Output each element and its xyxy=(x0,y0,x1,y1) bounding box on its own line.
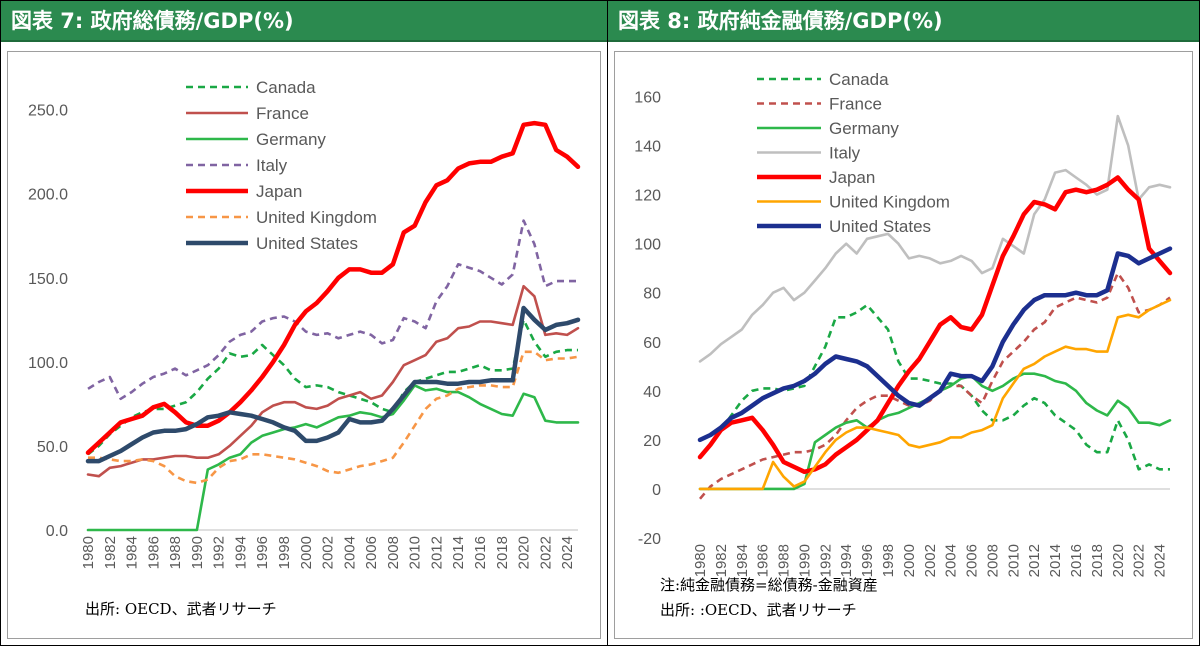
net-debt-chart-frame: -20 0 20 40 60 80 100 120 140 160 1980 1982 1984 1986… xyxy=(614,51,1193,639)
y-tick-label: 250.0 xyxy=(28,103,68,120)
x-tick-label: 2014 xyxy=(1047,544,1064,577)
x-tick-label: 1996 xyxy=(254,536,271,569)
series-line-united-states xyxy=(85,305,581,464)
series-line-united-kingdom xyxy=(88,350,579,485)
x-tick-label: 2002 xyxy=(320,536,337,569)
x-tick-label: 1998 xyxy=(880,544,897,577)
x-tick-label: 2018 xyxy=(494,536,511,569)
y-tick-label: 200.0 xyxy=(28,187,68,204)
series-line-germany xyxy=(86,384,580,532)
y-tick-label: 120 xyxy=(634,188,661,205)
x-tick-label: 2020 xyxy=(1110,544,1127,577)
x-tick-label: 2006 xyxy=(363,536,380,569)
x-tick-label: 2010 xyxy=(1005,544,1022,577)
x-tick-label: 1996 xyxy=(859,544,876,577)
legend-label: Japan xyxy=(256,182,302,201)
right-definition-note: 注:純金融債務=総債務-金融資産 xyxy=(660,576,878,594)
y-tick-label: 40 xyxy=(643,384,661,401)
x-tick-label: 1986 xyxy=(145,536,162,569)
x-tick-label: 1988 xyxy=(776,544,793,577)
x-tick-label: 1982 xyxy=(102,536,119,569)
x-tick-label: 2024 xyxy=(559,536,576,569)
y-tick-label: 0 xyxy=(652,482,661,499)
x-tick-label: 1988 xyxy=(167,536,184,569)
legend-label: Italy xyxy=(829,144,861,163)
left-panel-title: 図表 7: 政府総債務/GDP(%) xyxy=(1,1,607,42)
right-source-note: 出所: :OECD、武者リサーチ xyxy=(660,601,857,619)
x-tick-label: 1994 xyxy=(838,544,855,577)
legend-label: United Kingdom xyxy=(256,208,377,227)
legend-label: Canada xyxy=(829,70,889,89)
left-panel: 図表 7: 政府総債務/GDP(%) 0.0 50.0 100.0 150.0 200.… xyxy=(1,1,608,645)
x-tick-label: 2014 xyxy=(450,536,467,569)
x-tick-label: 1984 xyxy=(734,544,751,577)
series-line-japan xyxy=(697,175,1173,475)
x-tick-label: 2004 xyxy=(341,536,358,569)
x-tick-label: 2000 xyxy=(298,536,315,569)
x-tick-label: 1980 xyxy=(692,544,709,577)
x-tick-label: 2006 xyxy=(964,544,981,577)
legend-label: United States xyxy=(829,217,931,236)
y-tick-label: 50.0 xyxy=(37,439,68,456)
x-tick-label: 1980 xyxy=(80,536,97,569)
series-line-united-kingdom xyxy=(698,298,1172,491)
x-tick-label: 2018 xyxy=(1089,544,1106,577)
legend-label: Japan xyxy=(829,168,875,187)
x-tick-label: 2008 xyxy=(385,536,402,569)
x-tick-label: 2004 xyxy=(943,544,960,577)
x-tick-label: 2016 xyxy=(472,536,489,569)
x-tick-label: 2024 xyxy=(1152,544,1169,577)
x-tick-label: 2016 xyxy=(1068,544,1085,577)
y-tick-label: -20 xyxy=(638,531,661,548)
x-tick-label: 1986 xyxy=(755,544,772,577)
y-tick-label: 60 xyxy=(643,335,661,352)
gross-debt-chart-frame: 0.0 50.0 100.0 150.0 200.0 250.0 1980 1982 1984 1… xyxy=(7,51,601,639)
y-tick-label: 140 xyxy=(634,139,661,156)
y-tick-label: 160 xyxy=(634,90,661,107)
legend-label: Italy xyxy=(256,156,288,175)
left-source-note: 出所: OECD、武者リサーチ xyxy=(85,600,277,618)
x-tick-label: 2012 xyxy=(1026,544,1043,577)
y-tick-label: 150.0 xyxy=(28,271,68,288)
legend-label: Germany xyxy=(256,130,326,149)
legend-label: United States xyxy=(256,234,358,253)
x-tick-label: 2000 xyxy=(901,544,918,577)
x-tick-label: 1984 xyxy=(124,536,141,569)
x-tick-label: 2008 xyxy=(984,544,1001,577)
x-tick-label: 2022 xyxy=(537,536,554,569)
x-tick-label: 2022 xyxy=(1131,544,1148,577)
legend-label: Germany xyxy=(829,119,899,138)
right-panel-title: 図表 8: 政府純金融債務/GDP(%) xyxy=(608,1,1199,42)
series-line-france xyxy=(699,271,1171,500)
y-tick-label: 20 xyxy=(643,433,661,450)
x-tick-label: 1982 xyxy=(713,544,730,577)
x-tick-label: 1994 xyxy=(232,536,249,569)
x-tick-label: 1990 xyxy=(796,544,813,577)
x-tick-label: 2012 xyxy=(428,536,445,569)
x-tick-label: 2002 xyxy=(922,544,939,577)
x-tick-label: 1992 xyxy=(211,536,228,569)
y-tick-label: 100 xyxy=(634,237,661,254)
legend-label: France xyxy=(256,104,309,123)
right-panel: 図表 8: 政府純金融債務/GDP(%) -20 0 20 40 60 80 100 120 1… xyxy=(608,1,1199,645)
net-debt-chart: -20 0 20 40 60 80 100 120 140 160 1980 1982 1984 1986… xyxy=(634,70,1173,577)
legend-label: Canada xyxy=(256,78,316,97)
x-tick-label: 2020 xyxy=(516,536,533,569)
series-line-united-states xyxy=(697,246,1173,443)
y-tick-label: 100.0 xyxy=(28,355,68,372)
legend-label: United Kingdom xyxy=(829,193,950,212)
x-tick-label: 1992 xyxy=(817,544,834,577)
x-tick-label: 1990 xyxy=(189,536,206,569)
series-line-japan xyxy=(85,120,581,455)
series-line-france xyxy=(86,284,580,478)
y-tick-label: 0.0 xyxy=(46,523,68,540)
x-tick-label: 2010 xyxy=(407,536,424,569)
x-tick-label: 1998 xyxy=(276,536,293,569)
y-tick-label: 80 xyxy=(643,286,661,303)
legend-label: France xyxy=(829,95,882,114)
